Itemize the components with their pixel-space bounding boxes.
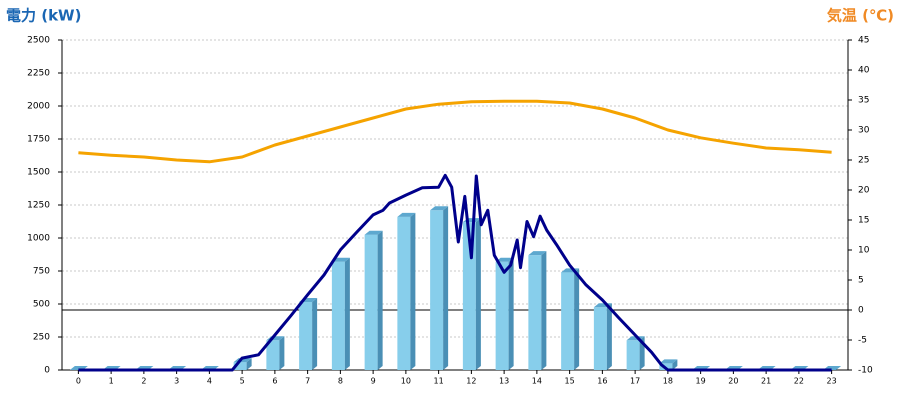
- y-axis-title: 電力 (kW): [6, 7, 81, 25]
- y2-tick-label: 25: [858, 156, 869, 166]
- y-tick-label: 1750: [27, 135, 50, 145]
- bar-top: [397, 212, 416, 217]
- bar-side: [377, 230, 383, 370]
- y-tick-label: 1000: [27, 234, 50, 244]
- bar-front: [430, 210, 444, 370]
- x-tick-label: 23: [827, 377, 837, 386]
- x-tick-label: 17: [630, 377, 640, 386]
- bar: [593, 303, 612, 370]
- bar-front: [233, 362, 247, 370]
- y2-tick-label: 45: [858, 36, 869, 46]
- x-tick-label: 21: [761, 377, 771, 386]
- bar-side: [443, 206, 449, 370]
- bar: [364, 230, 383, 370]
- bar-top: [364, 230, 383, 235]
- x-tick-label: 11: [434, 377, 444, 386]
- x-tick-label: 20: [728, 377, 738, 386]
- bar-side: [344, 257, 350, 370]
- bar-front: [266, 340, 280, 370]
- bar-side: [246, 358, 252, 370]
- y-tick-label: 2000: [27, 102, 50, 112]
- y-tick-label: 750: [33, 267, 50, 277]
- y2-axis-title: 気温 (℃): [827, 7, 894, 25]
- x-tick-label: 3: [174, 377, 179, 386]
- bar-top: [659, 359, 678, 364]
- line: [78, 173, 832, 372]
- bar-front: [561, 272, 575, 370]
- y-tick-label: 0: [44, 366, 50, 376]
- y-tick-label: 2250: [27, 69, 50, 79]
- y2-tick-label: 35: [858, 96, 869, 106]
- x-tick-label: 12: [466, 377, 476, 386]
- x-tick-label: 10: [401, 377, 411, 386]
- bar-front: [593, 307, 607, 370]
- bar-front: [299, 302, 313, 370]
- bar: [462, 218, 481, 370]
- bar: [430, 206, 449, 370]
- y2-tick-label: 0: [858, 306, 864, 316]
- x-tick-label: 6: [272, 377, 277, 386]
- bar-side: [541, 251, 547, 370]
- bar-front: [462, 222, 476, 370]
- bar-front: [364, 234, 378, 370]
- bar-side: [475, 218, 481, 370]
- bar: [495, 257, 514, 370]
- y-tick-label: 2500: [27, 36, 50, 46]
- bar: [331, 257, 350, 370]
- x-tick-label: 2: [141, 377, 146, 386]
- x-tick-label: 1: [109, 377, 114, 386]
- bar: [299, 298, 318, 370]
- bar: [528, 251, 547, 370]
- bar-front: [495, 261, 509, 370]
- bar-side: [508, 257, 514, 370]
- x-tick-label: 14: [532, 377, 542, 386]
- y2-tick-label: 40: [858, 66, 870, 76]
- x-tick-label: 19: [696, 377, 706, 386]
- line: [78, 99, 832, 164]
- y2-tick-label: -10: [858, 366, 873, 376]
- x-tick-label: 13: [499, 377, 509, 386]
- y2-tick-label: -5: [858, 336, 867, 346]
- bar-front: [331, 261, 345, 370]
- x-tick-label: 16: [597, 377, 607, 386]
- x-tick-label: 0: [76, 377, 81, 386]
- x-tick-label: 18: [663, 377, 673, 386]
- bar-top: [430, 206, 449, 211]
- y-tick-label: 1500: [27, 168, 50, 178]
- y2-tick-label: 20: [858, 186, 870, 196]
- bar-top: [528, 251, 547, 256]
- bar-front: [397, 216, 411, 370]
- y2-tick-label: 15: [858, 216, 869, 226]
- bar-side: [279, 336, 285, 370]
- bar-side: [606, 303, 612, 370]
- x-tick-label: 9: [371, 377, 376, 386]
- bar-side: [574, 268, 580, 370]
- bar-top: [495, 257, 514, 262]
- bar: [266, 336, 285, 370]
- y2-tick-label: 30: [858, 126, 870, 136]
- y-tick-label: 500: [33, 300, 50, 310]
- bar: [397, 212, 416, 370]
- bar-side: [672, 359, 678, 370]
- x-tick-label: 7: [305, 377, 310, 386]
- x-tick-label: 8: [338, 377, 343, 386]
- bar-side: [312, 298, 318, 370]
- y2-tick-label: 5: [858, 276, 864, 286]
- bar: [561, 268, 580, 370]
- bar-front: [626, 340, 640, 370]
- y2-tick-label: 10: [858, 246, 870, 256]
- y-tick-label: 1250: [27, 201, 50, 211]
- x-tick-label: 15: [565, 377, 575, 386]
- bar-front: [528, 255, 542, 370]
- y-tick-label: 250: [33, 333, 50, 343]
- bar-side: [410, 212, 416, 370]
- x-tick-label: 4: [207, 377, 212, 386]
- x-tick-label: 22: [794, 377, 804, 386]
- x-tick-label: 5: [240, 377, 245, 386]
